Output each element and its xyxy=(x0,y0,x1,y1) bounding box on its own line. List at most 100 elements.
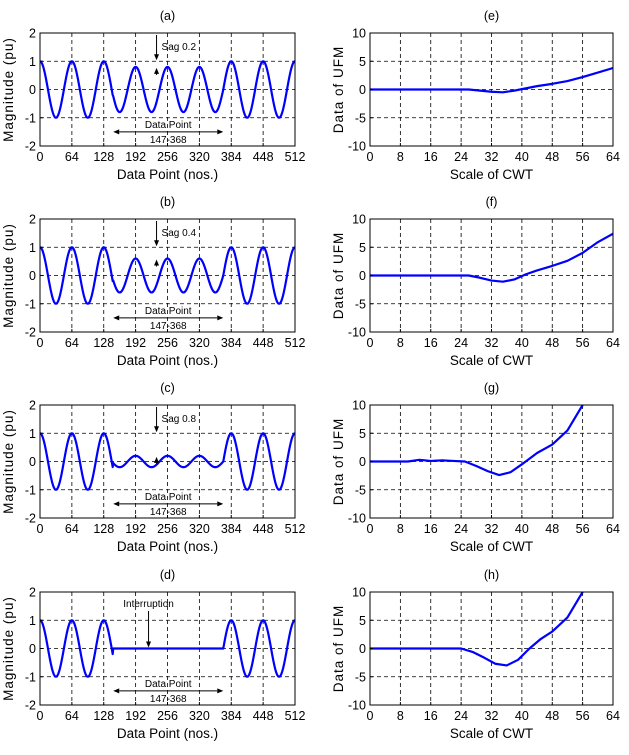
series-line xyxy=(370,232,613,283)
range-arrow-head-right xyxy=(217,315,224,321)
x-tick-label: 56 xyxy=(576,709,590,723)
range-value: 147-368 xyxy=(150,135,187,146)
x-tick-label: 48 xyxy=(545,522,559,536)
annotation-group: Sag 0.2 Data Point 147-368 xyxy=(113,35,224,146)
x-tick-label: 56 xyxy=(576,150,590,164)
panel-title: (a) xyxy=(160,9,175,23)
y-tick-label: 1 xyxy=(29,614,36,628)
x-tick-label: 256 xyxy=(157,150,178,164)
sag-arrow-head xyxy=(154,456,160,463)
x-tick-label: 24 xyxy=(454,336,468,350)
range-label: Data Point xyxy=(145,120,192,131)
sag-arrow-head xyxy=(154,426,160,433)
x-tick-label: 192 xyxy=(125,336,146,350)
x-tick-label: 512 xyxy=(285,150,306,164)
x-tick-label: 16 xyxy=(424,336,438,350)
x-axis-label: Scale of CWT xyxy=(450,726,533,741)
x-tick-label: 256 xyxy=(157,336,178,350)
x-tick-label: 32 xyxy=(485,336,499,350)
panel-title: (e) xyxy=(484,9,499,23)
sag-label: Sag 0.8 xyxy=(162,414,197,425)
annotation-group: Sag 0.8 Data Point 147-368 xyxy=(113,407,224,518)
panel-title: (h) xyxy=(484,568,499,582)
x-tick-label: 128 xyxy=(93,709,114,723)
y-tick-label: 0 xyxy=(29,269,36,283)
chart-panel-3: 0 64 128 192 256 320 384 448 512 -2 -1 0 1 2 (d) Data P… xyxy=(1,568,305,741)
x-axis-label: Data Point (nos.) xyxy=(117,539,218,554)
range-value: 147-368 xyxy=(150,321,187,332)
range-arrow-head-left xyxy=(113,501,120,507)
x-tick-label: 64 xyxy=(65,336,79,350)
interruption-label: Interruption xyxy=(123,599,174,610)
y-tick-label: 2 xyxy=(29,27,36,41)
x-tick-label: 40 xyxy=(515,522,529,536)
y-axis-label: Data of UFM xyxy=(331,418,346,506)
x-tick-label: 256 xyxy=(157,522,178,536)
y-tick-label: 1 xyxy=(29,55,36,69)
y-tick-label: -2 xyxy=(25,326,36,340)
x-tick-label: 24 xyxy=(454,709,468,723)
y-tick-label: 0 xyxy=(359,642,366,656)
y-axis-label: Magnitude (pu) xyxy=(1,223,16,328)
y-tick-label: 0 xyxy=(29,83,36,97)
x-tick-label: 128 xyxy=(93,150,114,164)
y-tick-label: 0 xyxy=(29,455,36,469)
x-tick-label: 0 xyxy=(37,336,44,350)
x-tick-label: 32 xyxy=(485,522,499,536)
series-line xyxy=(370,592,584,667)
x-tick-label: 448 xyxy=(253,150,274,164)
range-value: 147-368 xyxy=(150,694,187,705)
x-tick-label: 40 xyxy=(515,150,529,164)
x-tick-label: 384 xyxy=(221,336,242,350)
x-tick-label: 48 xyxy=(545,150,559,164)
x-axis-label: Scale of CWT xyxy=(450,539,533,554)
x-tick-label: 64 xyxy=(606,150,620,164)
x-axis-label: Data Point (nos.) xyxy=(117,353,218,368)
x-tick-label: 16 xyxy=(424,522,438,536)
y-tick-label: 2 xyxy=(29,213,36,227)
x-tick-label: 0 xyxy=(37,150,44,164)
y-tick-label: -1 xyxy=(25,297,36,311)
y-tick-label: -5 xyxy=(355,111,366,125)
sag-arrow-head xyxy=(154,259,160,266)
series-line xyxy=(370,405,584,477)
chart-panel-2: 0 64 128 192 256 320 384 448 512 -2 -1 0 1 2 (c) Data P… xyxy=(1,381,305,554)
chart-panel-0: 0 64 128 192 256 320 384 448 512 -2 -1 0 1 2 (a) Data P… xyxy=(1,9,305,182)
y-tick-label: 1 xyxy=(29,427,36,441)
x-tick-label: 448 xyxy=(253,336,274,350)
y-axis-label: Data of UFM xyxy=(331,605,346,693)
y-tick-label: 2 xyxy=(29,586,36,600)
sag-label: Sag 0.2 xyxy=(162,42,197,53)
x-tick-label: 64 xyxy=(606,522,620,536)
y-axis-label: Magnitude (pu) xyxy=(1,37,16,142)
annotation-group: Sag 0.4 Data Point 147-368 xyxy=(113,221,224,332)
x-tick-label: 320 xyxy=(189,522,210,536)
chart-panel-7: 0 8 16 24 32 40 48 56 64 -10 -5 0 5 10 (h) Scale of CWT… xyxy=(331,568,620,741)
y-tick-label: -1 xyxy=(25,483,36,497)
series-line xyxy=(40,619,295,678)
x-tick-label: 64 xyxy=(65,150,79,164)
x-tick-label: 320 xyxy=(189,709,210,723)
x-tick-label: 16 xyxy=(424,150,438,164)
x-tick-label: 448 xyxy=(253,709,274,723)
x-tick-label: 64 xyxy=(606,336,620,350)
y-tick-label: -2 xyxy=(25,512,36,526)
x-tick-label: 32 xyxy=(485,709,499,723)
panel-title: (g) xyxy=(484,381,499,395)
range-arrow-head-right xyxy=(217,501,224,507)
panel-title: (c) xyxy=(160,381,175,395)
y-tick-label: -2 xyxy=(25,140,36,154)
x-tick-label: 512 xyxy=(285,336,306,350)
range-label: Data Point xyxy=(145,492,192,503)
series-line xyxy=(40,432,295,491)
sag-arrow-head xyxy=(154,54,160,61)
y-tick-label: -10 xyxy=(348,140,366,154)
y-tick-label: -1 xyxy=(25,111,36,125)
x-tick-label: 48 xyxy=(545,709,559,723)
x-tick-label: 64 xyxy=(606,709,620,723)
x-tick-label: 24 xyxy=(454,150,468,164)
range-value: 147-368 xyxy=(150,507,187,518)
chart-panel-6: 0 8 16 24 32 40 48 56 64 -10 -5 0 5 10 (g) Scale of CWT… xyxy=(331,381,620,554)
interruption-arrow-head xyxy=(146,641,152,648)
